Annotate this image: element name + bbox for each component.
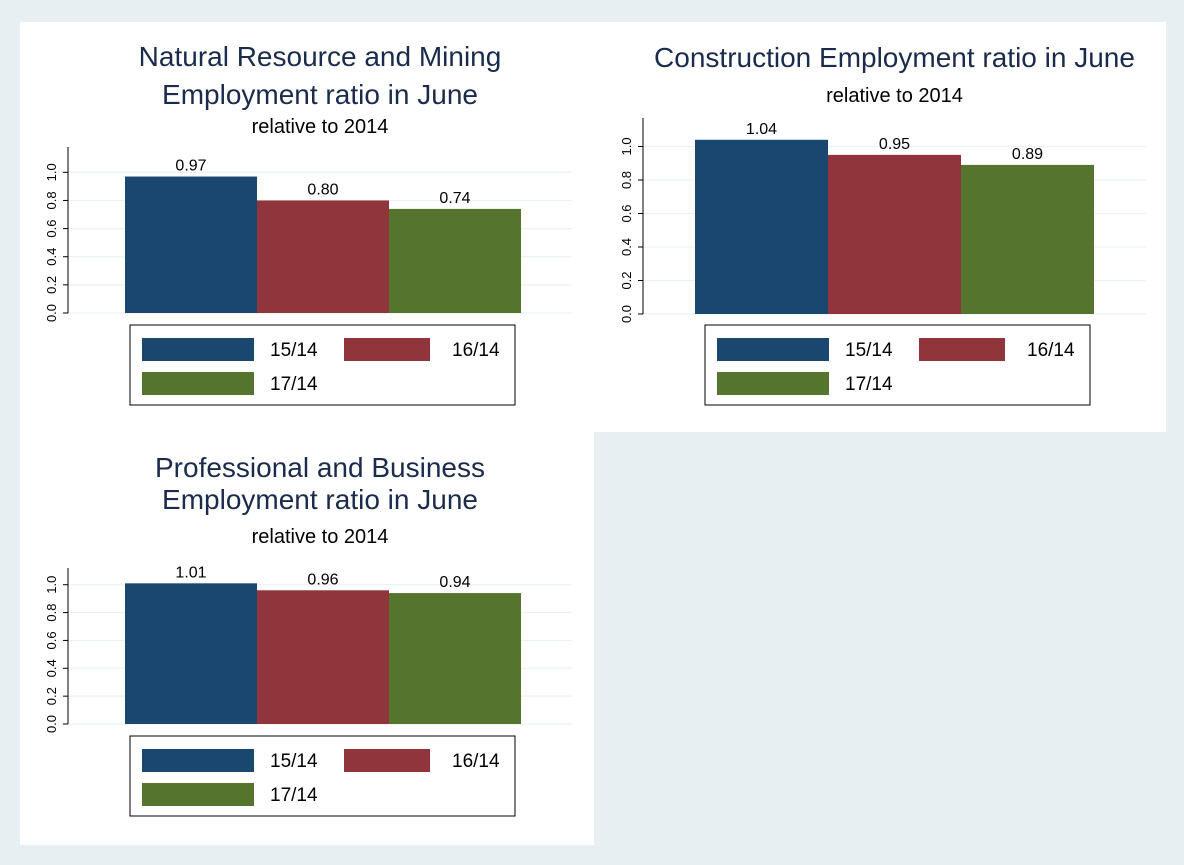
legend-swatch — [919, 338, 1005, 361]
y-tick-label: 0.4 — [44, 659, 59, 677]
bar-value-label: 0.74 — [439, 190, 470, 207]
y-tick-label: 0.0 — [619, 305, 634, 323]
legend-swatch — [344, 749, 430, 772]
y-tick-label: 0.4 — [44, 248, 59, 266]
y-tick-label: 0.8 — [44, 604, 59, 622]
legend-label: 15/14 — [270, 340, 318, 361]
panel: Construction Employment ratio in June rel… — [594, 22, 1166, 432]
bar — [125, 176, 257, 313]
bar — [828, 154, 961, 314]
chart-title: Construction Employment ratio in June — [654, 42, 1135, 73]
y-tick-label: 0.0 — [44, 304, 59, 322]
chart-subtitle: relative to 2014 — [252, 116, 389, 138]
panel: Natural Resource and Mining Employment ra… — [20, 22, 594, 432]
y-tick-label: 1.0 — [619, 137, 634, 155]
legend-label: 15/14 — [270, 751, 318, 772]
chart-subtitle: relative to 2014 — [826, 85, 963, 107]
y-tick-label: 0.6 — [44, 631, 59, 649]
legend-swatch — [142, 783, 254, 806]
bar — [961, 164, 1094, 314]
y-tick-label: 0.6 — [619, 204, 634, 222]
legend-swatch — [717, 372, 829, 395]
y-tick-label: 0.4 — [619, 238, 634, 256]
bar — [695, 139, 828, 314]
legend-swatch — [142, 372, 254, 395]
bar-value-label: 0.80 — [307, 181, 338, 198]
y-tick-label: 1.0 — [44, 163, 59, 181]
legend-swatch — [142, 338, 254, 361]
y-tick-label: 0.2 — [44, 687, 59, 705]
legend-swatch — [142, 749, 254, 772]
legend-label: 16/14 — [1027, 340, 1075, 361]
bar — [257, 590, 389, 724]
bar-value-label: 0.94 — [439, 574, 470, 591]
bar — [125, 583, 257, 724]
legend-label: 17/14 — [270, 374, 318, 395]
y-tick-label: 0.0 — [44, 715, 59, 733]
y-tick-label: 0.8 — [44, 191, 59, 209]
y-tick-label: 0.2 — [619, 271, 634, 289]
bar-value-label: 1.01 — [175, 564, 206, 581]
chart-title: Employment ratio in June — [162, 79, 478, 110]
y-tick-label: 0.2 — [44, 276, 59, 294]
bar-value-label: 0.95 — [879, 136, 910, 153]
chart-subtitle: relative to 2014 — [252, 526, 389, 548]
bar-value-label: 0.89 — [1012, 146, 1043, 163]
y-tick-label: 1.0 — [44, 576, 59, 594]
legend-label: 16/14 — [452, 340, 500, 361]
chart-title: Natural Resource and Mining — [139, 41, 502, 72]
y-tick-label: 0.8 — [619, 171, 634, 189]
bar — [389, 208, 521, 313]
y-tick-label: 0.6 — [44, 220, 59, 238]
bar-value-label: 1.04 — [746, 121, 777, 138]
chart-title: Professional and Business — [155, 452, 485, 483]
legend-swatch — [344, 338, 430, 361]
bar-value-label: 0.96 — [307, 571, 338, 588]
bar-value-label: 0.97 — [175, 158, 206, 175]
chart-title: Employment ratio in June — [162, 484, 478, 515]
legend-label: 17/14 — [845, 374, 893, 395]
legend-label: 17/14 — [270, 785, 318, 806]
legend-swatch — [717, 338, 829, 361]
bar — [389, 593, 521, 724]
legend-label: 15/14 — [845, 340, 893, 361]
legend-label: 16/14 — [452, 751, 500, 772]
bar — [257, 200, 389, 313]
